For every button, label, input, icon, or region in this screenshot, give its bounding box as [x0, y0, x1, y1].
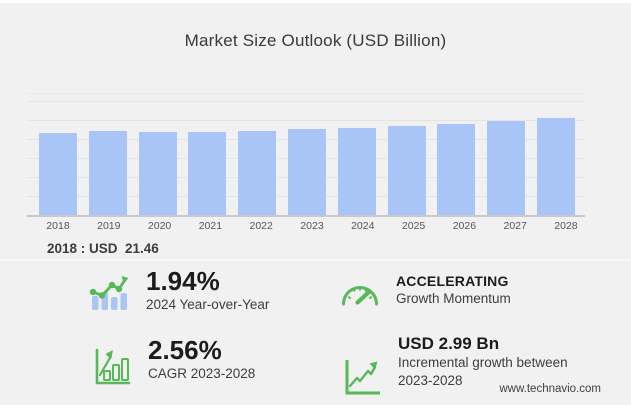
x-axis-labels: 2018 2019 2020 2021 2022 2023 2024 2025 2026 2027…: [39, 220, 585, 232]
bar-2019: [88, 131, 127, 215]
x-tick-label: 2027: [503, 220, 527, 232]
source-link[interactable]: www.technavio.com: [499, 383, 601, 395]
gauge-icon: [340, 274, 380, 313]
incremental-label: Incremental growth between 2023-2028: [398, 355, 568, 388]
bar-2025: [387, 126, 426, 215]
x-tick-label: 2023: [300, 220, 324, 232]
x-tick-label: 2028: [554, 220, 578, 232]
incremental-value: USD 2.99 Bn: [398, 334, 500, 353]
x-tick-label: 2026: [452, 220, 477, 232]
bar-2027: [487, 121, 526, 215]
base-year-value-label: 2018 : USD 21.46: [47, 241, 159, 256]
bar-2028: [536, 118, 575, 215]
bar-2023: [287, 129, 326, 215]
bar-2022: [238, 131, 277, 215]
momentum-value: ACCELERATING: [396, 273, 509, 289]
cagr-label: CAGR 2023-2028: [148, 366, 256, 381]
stat-cagr: 2.56% CAGR 2023-2028: [92, 335, 255, 394]
chart-plot-area: [27, 93, 585, 217]
bar-trend-up-icon: [88, 272, 130, 317]
stat-yoy: 1.94% 2024 Year-over-Year: [88, 266, 269, 317]
momentum-label: Growth Momentum: [396, 291, 511, 306]
bar-2020: [138, 132, 177, 215]
yoy-value: 1.94%: [146, 266, 220, 296]
bar-2018: [39, 133, 77, 215]
bar-series: [39, 94, 575, 215]
x-tick-label: 2020: [147, 220, 172, 232]
x-tick-label: 2022: [249, 220, 273, 232]
panel-divider: [0, 259, 631, 261]
x-tick-label: 2024: [351, 220, 375, 232]
bar-chart-growth-icon: [92, 343, 132, 394]
bar-2021: [188, 132, 227, 215]
bar-2024: [337, 128, 376, 215]
stat-incremental: USD 2.99 Bn Incremental growth between 2…: [342, 333, 568, 404]
x-tick-label: 2021: [198, 220, 223, 232]
x-tick-label: 2018: [46, 220, 70, 232]
market-outlook-infographic: Market Size Outlook (USD Billion) 2018 20…: [0, 3, 631, 405]
cagr-value: 2.56%: [148, 335, 222, 365]
bar-2026: [437, 124, 476, 215]
yoy-label: 2024 Year-over-Year: [146, 297, 270, 312]
x-tick-label: 2019: [97, 220, 121, 232]
line-chart-up-icon: [342, 353, 382, 404]
stat-momentum: ACCELERATING Growth Momentum: [340, 272, 511, 313]
chart-title: Market Size Outlook (USD Billion): [184, 31, 447, 50]
x-tick-label: 2025: [401, 220, 426, 232]
